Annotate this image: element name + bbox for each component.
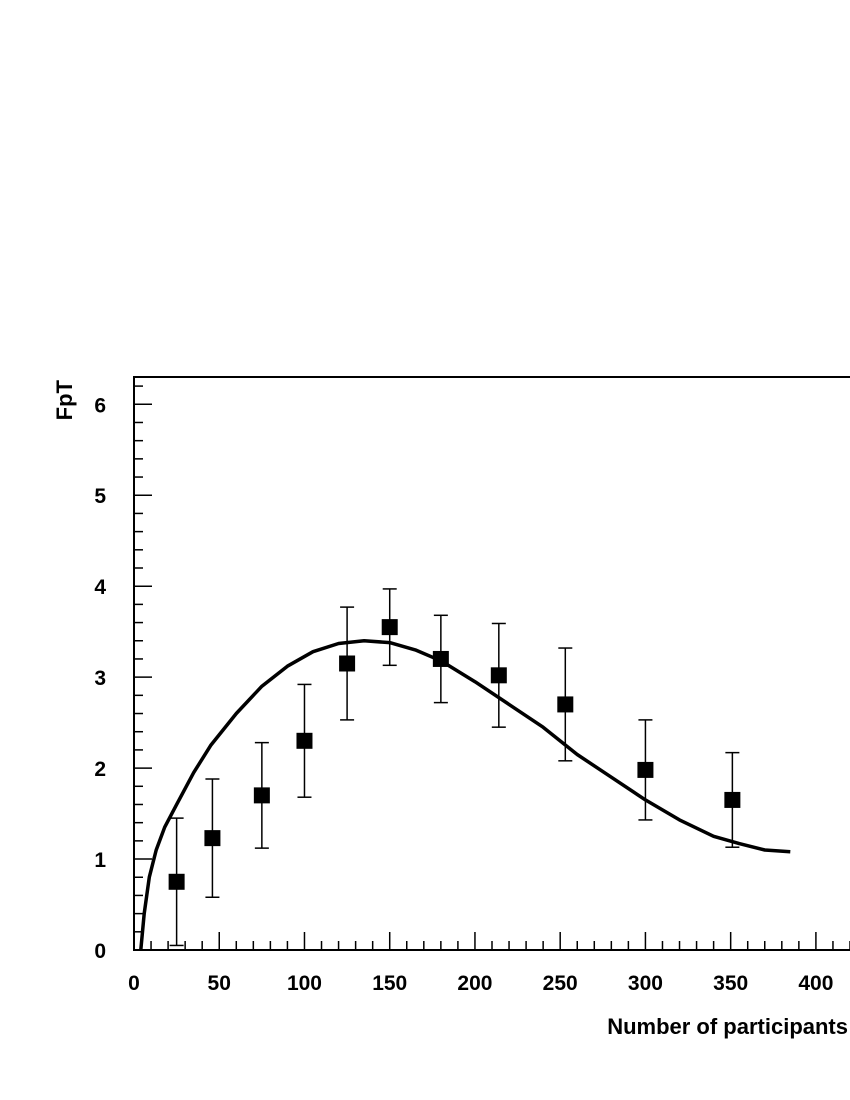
x-tick-label: 400 — [798, 972, 833, 995]
x-tick-label: 50 — [208, 972, 231, 995]
x-tick-label: 100 — [287, 972, 322, 995]
x-tick-label: 150 — [372, 972, 407, 995]
data-point — [253, 741, 270, 849]
data-point-marker — [432, 650, 449, 667]
data-point — [296, 683, 313, 798]
fit-curve — [139, 639, 791, 951]
x-tick-label: 200 — [457, 972, 492, 995]
data-point-marker — [381, 619, 398, 636]
data-point-marker — [339, 655, 356, 672]
data-point — [724, 751, 741, 848]
minor-ticks — [134, 385, 850, 950]
x-tick-label: 250 — [543, 972, 578, 995]
data-point-marker — [490, 667, 507, 684]
y-tick-label: 3 — [94, 667, 106, 690]
data-point — [432, 614, 449, 704]
data-point — [339, 606, 356, 721]
tick-labels: 0 50 100 150 200 250 300 350 400 0 1 2 3 4 5 6 — [94, 394, 833, 995]
x-tick-label: 350 — [713, 972, 748, 995]
data-point-marker — [204, 830, 221, 847]
data-point — [381, 588, 398, 667]
y-axis-title: FpT — [52, 379, 77, 420]
data-point-marker — [253, 787, 270, 804]
y-tick-label: 0 — [94, 940, 106, 963]
data-point-marker — [637, 761, 654, 778]
y-tick-label: 4 — [94, 576, 106, 599]
y-tick-label: 5 — [94, 485, 106, 508]
y-tick-label: 6 — [94, 394, 106, 417]
data-point — [637, 719, 654, 821]
x-axis-title: Number of participants — [607, 1014, 848, 1039]
fit-curve-layer — [139, 639, 791, 951]
data-point — [490, 622, 507, 728]
data-point — [168, 817, 185, 947]
data-point — [557, 647, 574, 762]
y-tick-label: 2 — [94, 758, 106, 781]
data-point-marker — [296, 732, 313, 749]
data-point-marker — [557, 696, 574, 713]
major-ticks — [133, 403, 817, 951]
x-tick-label: 0 — [128, 972, 140, 995]
data-points-layer — [168, 588, 741, 947]
x-tick-label: 300 — [628, 972, 663, 995]
plot-frame — [133, 376, 850, 951]
data-point-marker — [168, 873, 185, 890]
data-point — [204, 778, 221, 898]
y-tick-label: 1 — [94, 849, 106, 872]
data-point-marker — [724, 791, 741, 808]
